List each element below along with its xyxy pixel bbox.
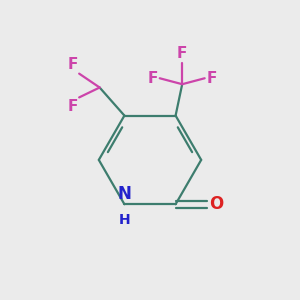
Text: F: F [68,57,78,72]
Text: F: F [68,99,78,114]
Text: F: F [148,71,158,86]
Text: F: F [177,46,188,61]
Text: H: H [118,214,130,227]
Text: F: F [206,71,217,86]
Text: N: N [118,184,131,202]
Text: O: O [209,195,223,213]
